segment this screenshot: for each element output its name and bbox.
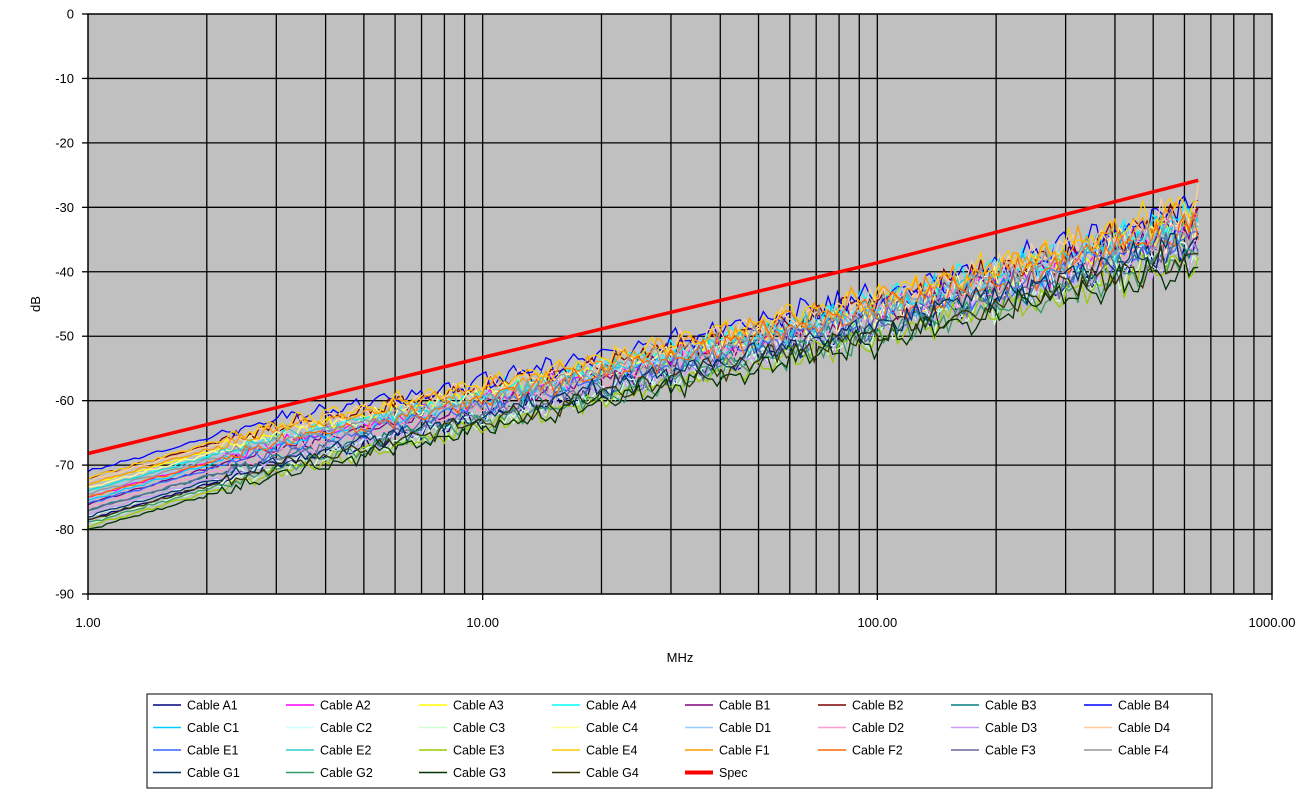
legend-label: Cable C2 [320,721,372,735]
legend-label: Cable C1 [187,721,239,735]
spec-line [87,178,1199,456]
legend-label: Cable D3 [985,721,1037,735]
y-tick-label: -80 [55,522,74,537]
series-line-18 [87,214,1199,492]
series-line-21 [87,202,1199,487]
series-line-28 [87,244,1199,521]
legend-label: Cable F1 [719,744,770,758]
plot-area [88,14,1272,594]
series-line-27 [87,254,1199,530]
x-tick-labels: 1.00 10.00 100.00 1000.00 [75,594,1296,630]
y-axis-title: dB [28,296,43,312]
series-line-25 [87,232,1199,518]
legend-label: Cable A1 [187,699,238,713]
series-line-22 [87,212,1199,498]
y-tick-labels: 0 -10 -20 -30 -40 -50 -60 -70 -80 -90 [55,7,88,602]
legend: Cable A1 Cable A2 Cable A3 Cable A4 Cable B1… [146,693,1213,789]
y-tick-label: 0 [67,7,74,22]
legend-label: Cable A2 [320,699,371,713]
legend-label: Cable G3 [453,766,506,780]
legend-label: Cable G2 [320,766,373,780]
series-line-8 [87,194,1199,473]
legend-label: Cable E1 [187,744,238,758]
y-tick-label: -10 [55,71,74,86]
series-line-24 [87,210,1199,495]
legend-label: Cable G1 [187,766,240,780]
legend-label: Cable B4 [1118,699,1169,713]
series-line-23 [87,232,1199,512]
legend-box [146,693,1213,789]
x-tick-label: 1000.00 [1249,615,1296,630]
legend-label: Cable F3 [985,744,1036,758]
y-tick-label: -20 [55,135,74,150]
legend-label: Cable B1 [719,699,770,713]
y-tick-label: -60 [55,393,74,408]
legend-label: Cable C3 [453,721,505,735]
y-tick-label: -30 [55,200,74,215]
legend-label: Cable F4 [1118,744,1169,758]
x-tick-label: 1.00 [75,615,100,630]
y-tick-label: -40 [55,264,74,279]
x-axis-title: MHz [667,650,694,665]
plot-border [87,13,1273,595]
legend-label: Spec [719,766,748,780]
legend-label: Cable D4 [1118,721,1170,735]
legend-label: Cable G4 [586,766,639,780]
y-tick-label: -90 [55,587,74,602]
legend-label: Cable B2 [852,699,903,713]
y-tick-label: -70 [55,458,74,473]
legend-label: Cable F2 [852,744,903,758]
series-layer [87,184,1199,530]
legend-label: Cable D1 [719,721,771,735]
x-tick-label: 100.00 [857,615,897,630]
legend-label: Cable D2 [852,721,904,735]
x-tick-label: 10.00 [466,615,499,630]
legend-label: Cable C4 [586,721,638,735]
legend-label: Cable E2 [320,744,371,758]
legend-label: Cable A4 [586,699,637,713]
spec-layer [87,178,1199,456]
legend-label: Cable B3 [985,699,1036,713]
series-line-20 [87,195,1199,480]
y-tick-label: -50 [55,329,74,344]
legend-label: Cable A3 [453,699,504,713]
legend-label: Cable E4 [586,744,637,758]
legend-label: Cable E3 [453,744,504,758]
